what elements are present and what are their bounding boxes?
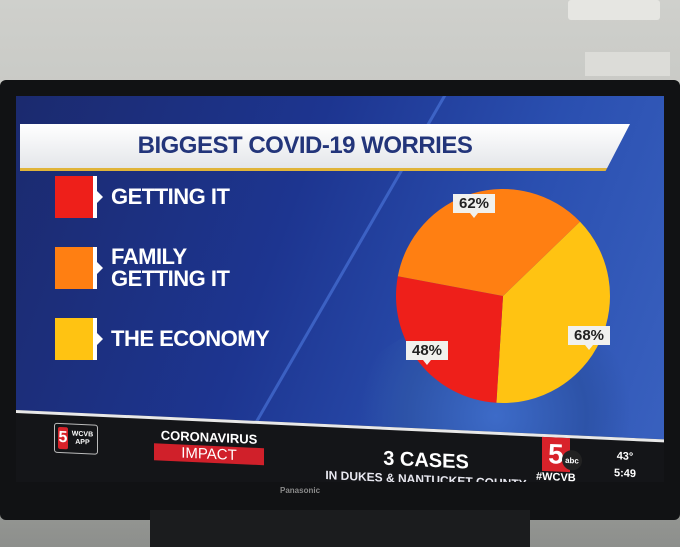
- temperature: 43°: [616, 450, 634, 464]
- data-label-getting-it: 48%: [406, 341, 449, 365]
- pie-slice-family-getting-it: [397, 189, 580, 296]
- hashtag: #WCVB: [536, 470, 576, 482]
- legend-swatch: [55, 247, 103, 289]
- wall-plate: [585, 52, 670, 76]
- legend-item-getting-it: GETTING IT: [55, 176, 230, 218]
- clock: 5:49: [614, 467, 637, 481]
- pie-chart: [396, 189, 610, 403]
- legend-label: GETTING IT: [111, 184, 230, 209]
- tv-brand: Panasonic: [280, 486, 321, 495]
- wcvb-app-badge: 5 WCVB APP: [54, 422, 98, 455]
- title-banner: BIGGEST COVID-19 WORRIES: [20, 124, 630, 171]
- segment-bottom: IMPACT: [154, 443, 264, 466]
- tv-screen: BIGGEST COVID-19 WORRIES GETTING IT FAMI…: [16, 96, 664, 482]
- legend-swatch: [55, 318, 103, 360]
- tv-stand: [150, 510, 530, 547]
- legend-item-the-economy: THE ECONOMY: [55, 318, 270, 360]
- segment-label: CORONAVIRUS IMPACT: [150, 427, 268, 466]
- abc-logo: abc: [562, 449, 582, 471]
- pie-slice-the-economy: [496, 221, 610, 403]
- legend-item-family-getting-it: FAMILY GETTING IT: [55, 244, 230, 291]
- data-label-the-economy: 68%: [568, 326, 611, 350]
- app-logo: 5: [58, 426, 68, 450]
- chart-title: BIGGEST COVID-19 WORRIES: [137, 132, 473, 159]
- weather-time: 43° 5:49: [614, 448, 636, 482]
- headline: 3 CASES IN DUKES & NANTUCKET COUNTY: [306, 444, 546, 482]
- pie-slice-getting-it: [396, 276, 503, 403]
- legend-swatch: [55, 176, 103, 218]
- station-logo: 5 abc #WCVB: [536, 436, 582, 482]
- data-label-family-getting-it: 62%: [453, 194, 496, 218]
- app-text: WCVB APP: [71, 430, 94, 447]
- legend-label: FAMILY GETTING IT: [111, 244, 230, 291]
- legend-label: THE ECONOMY: [111, 326, 270, 351]
- wall-plate: [568, 0, 660, 20]
